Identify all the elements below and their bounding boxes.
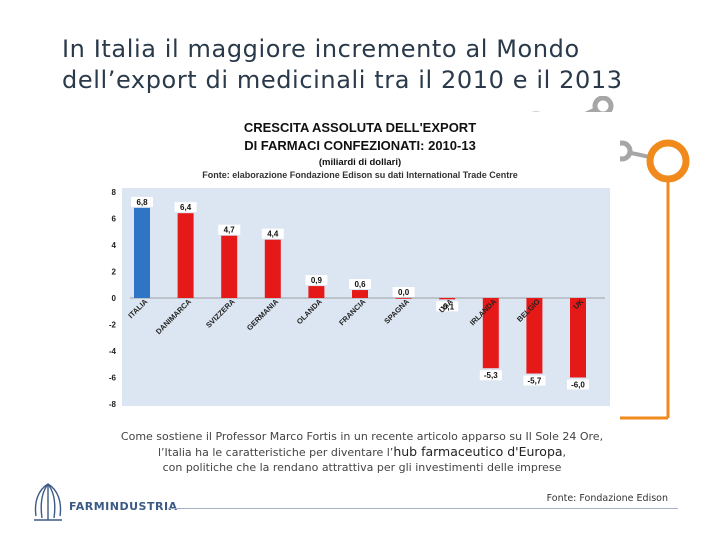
chart-title-line-2: DI FARMACI CONFEZIONATI: 2010-13 [244, 138, 476, 153]
bar-italia [134, 207, 150, 298]
chart-title-line-1: CRESCITA ASSOLUTA DELL'EXPORT [244, 120, 476, 135]
value-label-box [436, 301, 459, 312]
value-label-box [479, 370, 502, 381]
deco-node-orange [646, 139, 690, 183]
value-label: -5,7 [528, 377, 542, 386]
value-label: -0,1 [440, 302, 454, 311]
logo-text: FARMINDUSTRIA [69, 500, 178, 513]
value-label-box [523, 375, 546, 386]
y-tick-label: 4 [112, 241, 117, 250]
value-label: 0,9 [311, 276, 323, 285]
farmindustria-logo-icon [34, 483, 62, 521]
value-label: 4,4 [267, 230, 279, 239]
caption-line-1: Come sostiene il Professor Marco Fortis … [120, 430, 604, 443]
caption-line-2-suffix: , [562, 446, 567, 459]
bar-spagna [395, 298, 412, 299]
chart-subtitle: (miliardi di dollari) [319, 157, 401, 168]
y-tick-label: -8 [109, 400, 117, 409]
chart-source: Fonte: elaborazione Fondazione Edison su… [202, 170, 518, 180]
value-label: 0,6 [354, 280, 366, 289]
value-label-box [131, 196, 153, 207]
value-label-box [174, 202, 197, 213]
value-label-box [261, 228, 284, 239]
caption-highlight: hub farmaceutico d'Europa [393, 444, 563, 459]
bar-olanda [308, 286, 325, 298]
value-label-box [349, 279, 371, 290]
slide-title-line-1: In Italia il maggiore incremento al Mond… [62, 35, 580, 63]
value-label-box [392, 287, 415, 297]
bar-danimarca [177, 213, 194, 298]
value-label: 6,8 [136, 198, 148, 207]
caption-line-2-prefix: l’Italia ha le caratteristiche per diven… [157, 446, 394, 459]
source-note: Fonte: Fondazione Edison [546, 493, 668, 504]
bar-usa [439, 298, 456, 300]
value-label-box [305, 275, 328, 286]
value-label-box [567, 379, 589, 390]
y-tick-label: 6 [112, 215, 117, 224]
slide-title: In Italia il maggiore incremento al Mond… [62, 34, 682, 96]
caption-line-2: l’Italia ha le caratteristiche per diven… [92, 444, 632, 460]
bars-group [134, 207, 586, 378]
value-labels-group: 6,8 6,4 4,7 4,4 0,9 0,6 0,0 -0,1 -5,3 -5,7 -6,0 [131, 196, 589, 390]
y-tick-label: -6 [109, 374, 117, 383]
y-tick-label: 2 [112, 268, 117, 277]
value-label: -5,3 [484, 371, 498, 380]
value-label: 6,4 [180, 203, 192, 212]
caption-line-3: con politiche che la rendano attrattiva … [162, 461, 562, 474]
caption: Come sostiene il Professor Marco Fortis … [92, 429, 632, 475]
value-label-box [218, 224, 241, 235]
value-label: 0,0 [398, 288, 410, 297]
bar-francia [352, 290, 368, 298]
bar-irlanda [482, 298, 499, 369]
y-tick-label: -4 [109, 347, 117, 356]
bar-germania [264, 239, 281, 298]
y-tick-label: 0 [112, 294, 117, 303]
value-label: 4,7 [224, 226, 236, 235]
slide-title-line-2: dell’export di medicinali tra il 2010 e … [62, 66, 623, 94]
bar-uk [570, 298, 586, 378]
y-tick-label: 8 [112, 188, 117, 197]
y-tick-label: -2 [109, 321, 117, 330]
bar-svizzera [221, 235, 238, 298]
bar-belgio [526, 298, 543, 374]
y-axis: 8 6 4 2 0 -2 -4 -6 -8 [109, 188, 117, 409]
footer-divider [168, 508, 678, 509]
export-growth-chart: CRESCITA ASSOLUTA DELL'EXPORT DI FARMACI… [100, 112, 620, 422]
value-label: -6,0 [571, 381, 585, 390]
